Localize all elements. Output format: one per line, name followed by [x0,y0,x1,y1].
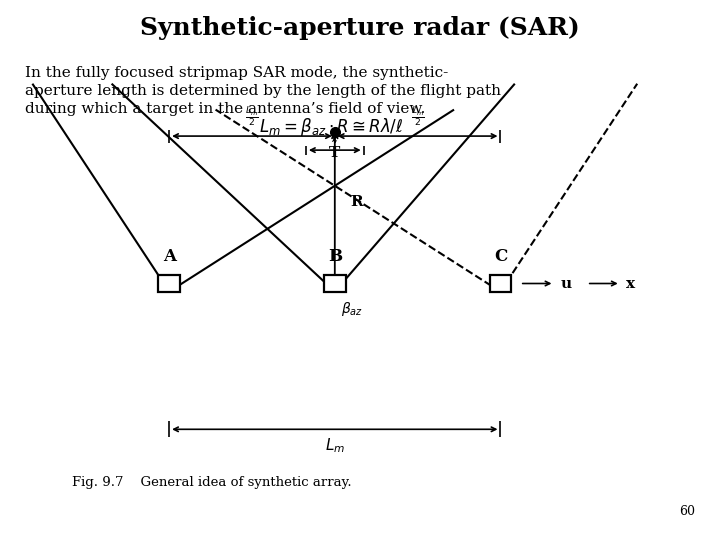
Text: R: R [351,195,364,210]
Text: Fig. 9.7    General idea of synthetic array.: Fig. 9.7 General idea of synthetic array… [72,476,351,489]
Text: $\ell$: $\ell$ [331,130,338,145]
Text: C: C [494,248,507,265]
Text: during which a target in the antenna’s field of view.: during which a target in the antenna’s f… [25,102,426,116]
Text: $\frac{L_m}{2}$: $\frac{L_m}{2}$ [245,105,259,129]
Text: 60: 60 [679,505,695,518]
Text: Synthetic-aperture radar (SAR): Synthetic-aperture radar (SAR) [140,16,580,40]
Text: x: x [626,276,636,291]
Bar [324,275,346,292]
Text: $L_m = \beta_{az} \cdot R \cong R\lambda/\ell$: $L_m = \beta_{az} \cdot R \cong R\lambda… [259,116,403,138]
Bar [490,275,511,292]
Text: B: B [328,248,342,265]
Text: $L_m$: $L_m$ [325,436,345,455]
Text: aperture length is determined by the length of the flight path: aperture length is determined by the len… [25,84,501,98]
Text: $\beta_{az}$: $\beta_{az}$ [341,300,363,318]
Text: A: A [163,248,176,265]
Text: u: u [560,276,571,291]
Text: T: T [329,146,341,160]
Text: $\frac{L_m}{2}$: $\frac{L_m}{2}$ [410,105,425,129]
Bar [158,275,180,292]
Text: In the fully focused stripmap SAR mode, the synthetic-: In the fully focused stripmap SAR mode, … [25,66,449,80]
